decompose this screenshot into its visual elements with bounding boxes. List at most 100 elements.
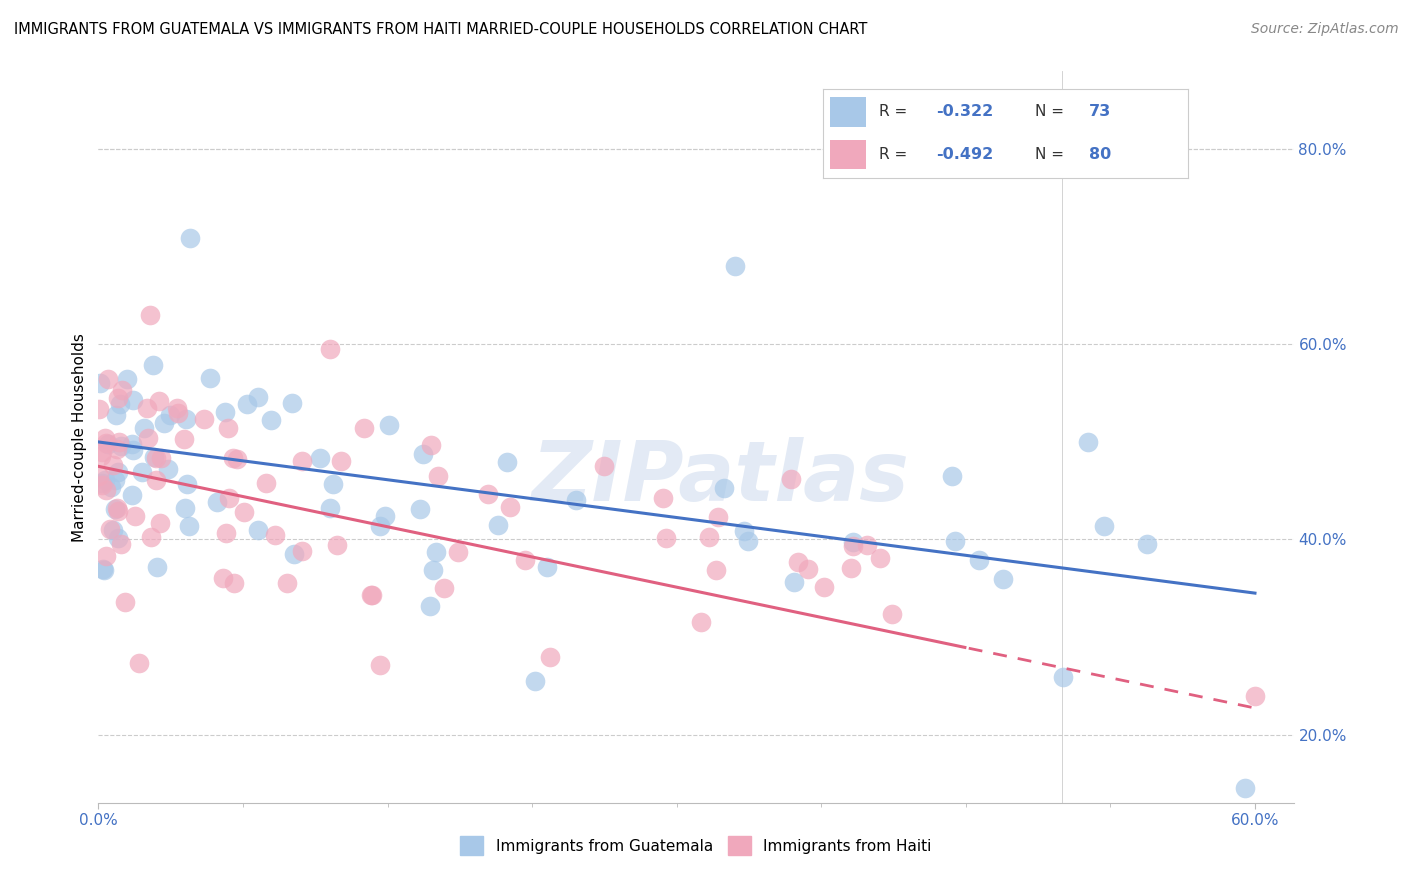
Point xyxy=(515,553,537,567)
Point xyxy=(97,371,120,385)
Point xyxy=(706,563,728,577)
Point xyxy=(839,561,862,575)
Point xyxy=(353,421,375,435)
Point xyxy=(139,308,162,322)
Point xyxy=(108,397,131,411)
Point xyxy=(105,442,128,456)
Point xyxy=(690,615,713,630)
Point xyxy=(420,438,443,452)
Point xyxy=(1244,689,1267,703)
Point xyxy=(138,431,160,445)
Text: -0.322: -0.322 xyxy=(936,104,993,120)
Point xyxy=(131,465,153,479)
Point xyxy=(235,397,257,411)
Text: N =: N = xyxy=(1035,104,1069,120)
Point xyxy=(105,408,128,422)
Y-axis label: Married-couple Households: Married-couple Households xyxy=(72,333,87,541)
Point xyxy=(283,547,305,561)
Point xyxy=(90,449,112,463)
Text: 73: 73 xyxy=(1090,104,1112,120)
Point xyxy=(90,478,112,492)
Point xyxy=(246,390,269,404)
Point xyxy=(447,544,470,558)
Point xyxy=(783,575,806,590)
Point xyxy=(108,435,131,450)
Point xyxy=(107,465,129,479)
Point xyxy=(780,472,803,486)
Text: ZIPatlas: ZIPatlas xyxy=(531,437,908,518)
Point xyxy=(143,450,166,464)
Point xyxy=(496,455,519,469)
Bar xyxy=(830,97,866,127)
Point xyxy=(281,396,304,410)
Point xyxy=(259,413,281,427)
Point xyxy=(166,401,188,415)
Point xyxy=(173,432,195,446)
Point xyxy=(97,436,120,450)
Point xyxy=(226,451,249,466)
Point xyxy=(107,531,129,545)
Point xyxy=(148,393,170,408)
Point xyxy=(723,260,745,274)
Point xyxy=(218,491,240,505)
Point xyxy=(499,500,522,515)
Point xyxy=(101,458,124,473)
Point xyxy=(156,461,179,475)
Legend: Immigrants from Guatemala, Immigrants from Haiti: Immigrants from Guatemala, Immigrants fr… xyxy=(454,830,938,861)
Text: R =: R = xyxy=(879,104,912,120)
Point xyxy=(94,483,117,497)
Point xyxy=(222,451,245,466)
Text: N =: N = xyxy=(1035,147,1069,162)
Point xyxy=(87,401,110,416)
Point xyxy=(215,526,238,541)
Point xyxy=(1136,537,1159,551)
Point xyxy=(419,599,441,613)
Point xyxy=(427,469,450,483)
Point xyxy=(159,408,181,422)
Point xyxy=(101,523,124,537)
Point xyxy=(330,454,353,468)
Point xyxy=(142,359,165,373)
Point xyxy=(224,575,246,590)
Point xyxy=(842,540,865,554)
Point xyxy=(117,372,139,386)
Point xyxy=(842,534,865,549)
Point xyxy=(121,437,143,451)
Point xyxy=(94,473,117,487)
Point xyxy=(198,371,221,385)
Point xyxy=(787,555,810,569)
Point xyxy=(433,581,456,595)
Point xyxy=(128,657,150,671)
Point xyxy=(174,501,197,516)
Point xyxy=(707,510,730,524)
Point xyxy=(368,518,391,533)
Point xyxy=(856,538,879,552)
Point xyxy=(713,481,735,495)
Point xyxy=(536,560,558,574)
Point xyxy=(90,475,112,490)
Point xyxy=(122,442,145,457)
Point xyxy=(540,649,562,664)
Point xyxy=(149,516,172,530)
Point xyxy=(176,412,198,426)
Point xyxy=(882,607,904,621)
Point xyxy=(733,524,755,539)
Point xyxy=(1077,435,1099,450)
Point xyxy=(211,571,233,585)
Point xyxy=(91,562,114,576)
Point xyxy=(217,421,239,435)
Point xyxy=(179,231,201,245)
Point xyxy=(813,580,835,594)
Text: R =: R = xyxy=(879,147,912,162)
Point xyxy=(477,486,499,500)
Point xyxy=(149,451,172,466)
Text: Source: ZipAtlas.com: Source: ZipAtlas.com xyxy=(1251,22,1399,37)
Point xyxy=(276,576,298,591)
Point xyxy=(233,505,256,519)
Point xyxy=(360,589,382,603)
Point xyxy=(593,458,616,473)
Point xyxy=(105,500,128,515)
Point xyxy=(111,383,134,397)
Point xyxy=(374,508,396,523)
Point xyxy=(121,488,143,502)
